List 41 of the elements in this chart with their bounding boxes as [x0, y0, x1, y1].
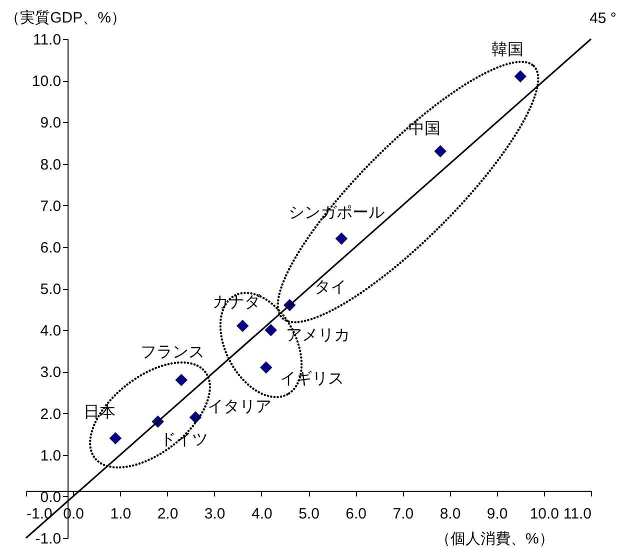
y-tick-label: 1.0	[40, 447, 62, 464]
annotation: タイ	[314, 279, 347, 296]
text: 45 °	[590, 10, 616, 27]
y-tick-label: 11.0	[32, 32, 62, 48]
annotation: フランス	[140, 344, 204, 361]
y-tick-label: 0.0	[40, 488, 62, 506]
x-tick-label: 8.0	[440, 505, 461, 522]
x-tick-label: 7.0	[392, 505, 414, 522]
y-tick-label: 6.0	[40, 239, 62, 256]
x-tick-label: 5.0	[298, 505, 320, 522]
annotation: 日本	[83, 403, 116, 422]
x-tick-label: 9.0	[486, 505, 508, 522]
point	[264, 324, 277, 336]
x-tick-label: 3.0	[204, 505, 226, 522]
point	[236, 320, 249, 332]
point	[175, 374, 188, 386]
point	[335, 232, 348, 245]
x-tick-label: 11.0	[563, 505, 592, 522]
annotation: イギリス	[280, 370, 344, 388]
annotation: イタリア	[208, 398, 272, 416]
x-tick-label: 4.0	[251, 505, 272, 522]
y-tick-label: -1.0	[35, 530, 62, 548]
y-tick-label: 7.0	[40, 198, 62, 215]
x-tick-label: 10.0	[530, 505, 560, 522]
y-tick-label: 3.0	[40, 364, 62, 382]
x-tick-label: 6.0	[346, 505, 367, 522]
y-tick-label: 5.0	[40, 281, 62, 298]
x-axis-title: （個人消費、%）	[436, 530, 554, 548]
y-tick-label: 2.0	[40, 406, 62, 423]
x-tick-label: 2.0	[157, 505, 178, 522]
x-tick-label: 1.0	[110, 505, 132, 522]
y-tick-label: 9.0	[40, 114, 62, 132]
y-tick-label: 4.0	[40, 322, 62, 340]
point	[260, 361, 272, 374]
point	[434, 145, 446, 158]
point	[109, 432, 122, 444]
annotation: 韓国	[491, 40, 524, 58]
y-tick-label: 10.0	[32, 73, 62, 90]
point	[514, 70, 526, 83]
y-tick-label: 8.0	[40, 156, 62, 174]
y-axis-title: （実質GDP、%）	[5, 10, 126, 26]
